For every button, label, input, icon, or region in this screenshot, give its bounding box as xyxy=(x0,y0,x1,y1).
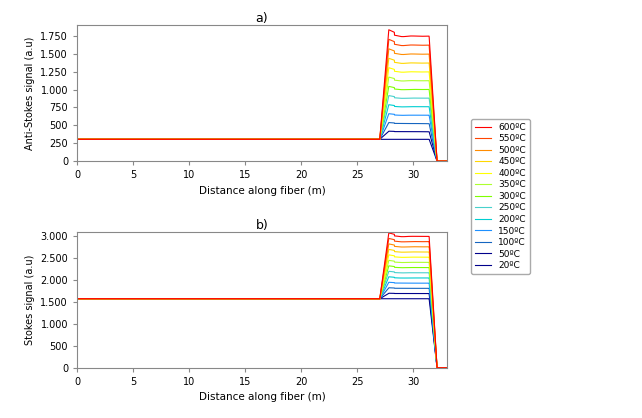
Legend: 600ºC, 550ºC, 500ºC, 450ºC, 400ºC, 350ºC, 300ºC, 250ºC, 200ºC, 150ºC, 100ºC, 50º: 600ºC, 550ºC, 500ºC, 450ºC, 400ºC, 350ºC… xyxy=(471,119,530,274)
Title: a): a) xyxy=(256,12,268,25)
Title: b): b) xyxy=(256,219,268,232)
X-axis label: Distance along fiber (m): Distance along fiber (m) xyxy=(198,186,325,196)
X-axis label: Distance along fiber (m): Distance along fiber (m) xyxy=(198,393,325,403)
Y-axis label: Stokes signal (a.u): Stokes signal (a.u) xyxy=(24,255,35,345)
Y-axis label: Anti-Stokes signal (a.u): Anti-Stokes signal (a.u) xyxy=(24,36,35,150)
